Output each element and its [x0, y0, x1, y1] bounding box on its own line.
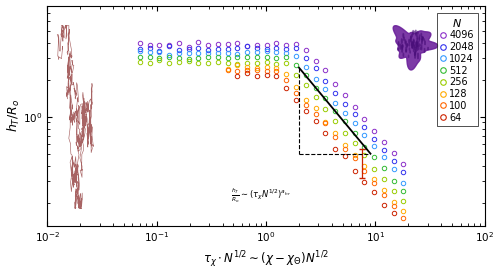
Circle shape [407, 44, 408, 47]
Circle shape [409, 39, 410, 43]
Circle shape [412, 42, 413, 45]
Circle shape [416, 42, 417, 47]
Circle shape [416, 41, 417, 45]
Legend: 4096, 2048, 1024, 512, 256, 128, 100, 64: 4096, 2048, 1024, 512, 256, 128, 100, 64 [436, 13, 478, 126]
Circle shape [414, 52, 416, 58]
Circle shape [405, 40, 406, 44]
Circle shape [410, 37, 412, 41]
Circle shape [412, 44, 413, 48]
Circle shape [419, 38, 420, 41]
Y-axis label: $h_T / R_o$: $h_T / R_o$ [6, 99, 22, 132]
Circle shape [415, 50, 416, 55]
Circle shape [400, 44, 401, 49]
Circle shape [417, 46, 418, 51]
Circle shape [398, 42, 399, 46]
Polygon shape [393, 26, 438, 70]
Text: $\frac{h_T}{R_o} \sim (\tau_{\chi} N^{1/2})^{a_{hr}}$: $\frac{h_T}{R_o} \sim (\tau_{\chi} N^{1/… [231, 187, 292, 205]
Circle shape [416, 42, 417, 46]
Circle shape [413, 31, 414, 34]
Circle shape [417, 36, 418, 39]
Circle shape [403, 34, 404, 37]
Circle shape [413, 39, 414, 44]
Circle shape [419, 35, 420, 39]
X-axis label: $\tau_{\chi} \cdot N^{1/2} \sim (\chi - \chi_{\Theta})N^{1/2}$: $\tau_{\chi} \cdot N^{1/2} \sim (\chi - … [203, 250, 329, 270]
